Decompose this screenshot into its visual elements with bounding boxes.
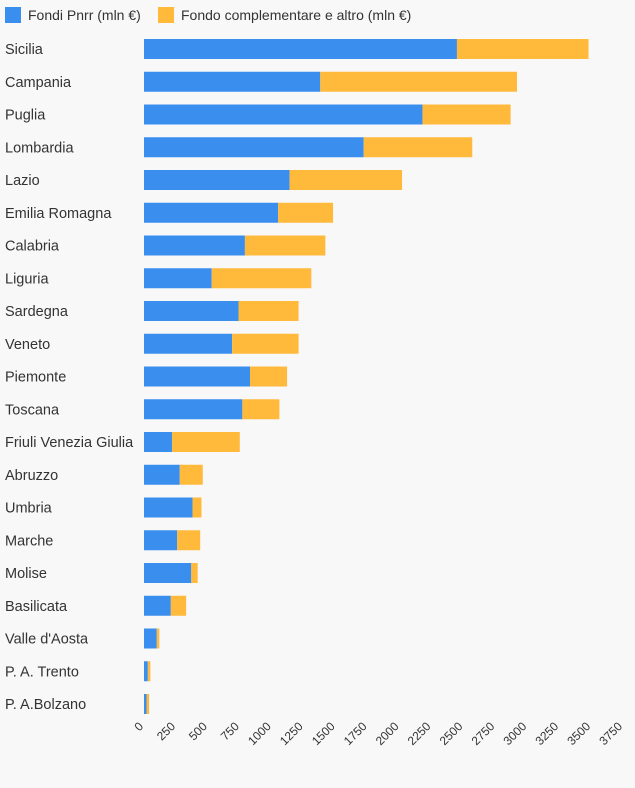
category-label: Basilicata xyxy=(5,599,68,615)
x-tick-label: 2500 xyxy=(437,719,466,748)
category-label: Umbria xyxy=(5,501,53,517)
bar-series-2 xyxy=(172,432,240,452)
legend-swatch-1 xyxy=(5,7,21,23)
bar-series-2 xyxy=(146,694,150,714)
category-label: Toscana xyxy=(5,402,60,418)
x-tick-label: 3750 xyxy=(596,719,625,748)
bar-series-2 xyxy=(238,301,299,321)
bar-series-2 xyxy=(456,39,589,59)
bar-series-2 xyxy=(156,628,160,649)
bars xyxy=(144,39,589,714)
bar-series-1 xyxy=(144,235,245,256)
bar-series-2 xyxy=(147,661,151,682)
legend: Fondi Pnrr (mln €) Fondo complementare e … xyxy=(5,7,411,23)
bar-series-2 xyxy=(320,71,517,92)
x-tick-label: 250 xyxy=(154,719,178,743)
category-label: P. A.Bolzano xyxy=(5,697,86,713)
x-axis-tick-labels: 0 250 500 750 1000 1250 1500 1750 2000 2250 2500 27… xyxy=(131,719,625,748)
category-label: Valle d'Aosta xyxy=(5,632,89,648)
bar-series-2 xyxy=(211,268,312,289)
category-label: Calabria xyxy=(5,239,60,255)
category-label: Friuli Venezia Giulia xyxy=(5,435,134,451)
x-tick-label: 1000 xyxy=(245,719,274,748)
bar-series-1 xyxy=(144,399,243,420)
category-label: Veneto xyxy=(5,337,50,353)
bar-series-2 xyxy=(244,235,326,256)
x-tick-label: 1500 xyxy=(309,719,338,748)
bar-series-1 xyxy=(144,301,239,321)
bar-series-1 xyxy=(144,595,171,616)
x-tick-label: 750 xyxy=(218,719,242,743)
bar-series-1 xyxy=(144,39,457,59)
bar-series-1 xyxy=(144,464,180,485)
bar-series-2 xyxy=(289,170,403,190)
category-label: Liguria xyxy=(5,271,49,287)
bar-series-1 xyxy=(144,628,157,649)
category-label: Emilia Romagna xyxy=(5,206,112,222)
category-label: Piemonte xyxy=(5,370,66,386)
category-label: P. A. Trento xyxy=(5,664,79,680)
bar-series-2 xyxy=(422,104,511,125)
x-tick-label: 2000 xyxy=(373,719,402,748)
x-tick-label: 3250 xyxy=(532,719,561,748)
category-label: Sicilia xyxy=(5,42,44,58)
bar-series-1 xyxy=(144,137,364,158)
x-tick-label: 500 xyxy=(186,719,210,743)
bar-series-2 xyxy=(191,563,198,583)
bar-series-2 xyxy=(278,202,334,223)
category-label: Molise xyxy=(5,566,47,582)
category-label: Lazio xyxy=(5,173,40,189)
legend-label-2: Fondo complementare e altro (mln €) xyxy=(181,7,411,23)
x-tick-label: 2250 xyxy=(405,719,434,748)
x-tick-label: 0 xyxy=(131,719,146,734)
bar-series-1 xyxy=(144,202,279,223)
x-tick-label: 2750 xyxy=(469,719,498,748)
bar-series-1 xyxy=(144,71,321,92)
category-label: Abruzzo xyxy=(5,468,58,484)
bar-series-1 xyxy=(144,694,147,714)
category-label: Puglia xyxy=(5,108,46,124)
bar-series-2 xyxy=(179,464,203,485)
category-label: Campania xyxy=(5,75,72,91)
x-tick-label: 3000 xyxy=(501,719,530,748)
bar-series-2 xyxy=(192,497,202,518)
bar-series-2 xyxy=(170,595,187,616)
category-label: Marche xyxy=(5,533,53,549)
bar-series-1 xyxy=(144,530,178,551)
x-tick-label: 1750 xyxy=(341,719,370,748)
bar-series-1 xyxy=(144,661,148,682)
bar-series-2 xyxy=(232,333,299,354)
bar-series-2 xyxy=(242,399,280,420)
category-label: Sardegna xyxy=(5,304,69,320)
bar-series-1 xyxy=(144,170,290,190)
bar-series-1 xyxy=(144,268,212,289)
bar-series-1 xyxy=(144,497,193,518)
category-label: Lombardia xyxy=(5,140,74,156)
bar-series-2 xyxy=(177,530,201,551)
bar-series-1 xyxy=(144,432,173,452)
bar-series-2 xyxy=(363,137,473,158)
bar-series-1 xyxy=(144,563,192,583)
x-tick-label: 3500 xyxy=(564,719,593,748)
legend-swatch-2 xyxy=(158,7,174,23)
bar-series-1 xyxy=(144,104,423,125)
bar-series-1 xyxy=(144,333,233,354)
x-tick-label: 1250 xyxy=(277,719,306,748)
bar-series-2 xyxy=(250,366,288,387)
category-labels: Sicilia Campania Puglia Lombardia Lazio Emili… xyxy=(5,42,134,713)
legend-label-1: Fondi Pnrr (mln €) xyxy=(28,7,141,23)
bar-series-1 xyxy=(144,366,251,387)
